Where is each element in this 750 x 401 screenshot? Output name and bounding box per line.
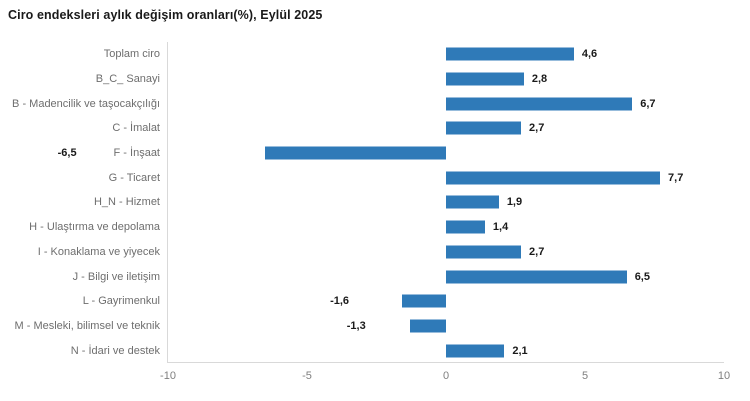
value-label: -1,3 bbox=[346, 319, 366, 332]
chart-title: Ciro endeksleri aylık değişim oranları(%… bbox=[8, 8, 323, 22]
bar-row: B_C_ Sanayi 2,8 bbox=[96, 67, 724, 92]
bar bbox=[446, 121, 522, 135]
bar-row: C - İmalat 2,7 bbox=[112, 116, 724, 141]
category-label: L - Gayrimenkul bbox=[82, 295, 160, 308]
bar-row: L - Gayrimenkul -1,6 bbox=[83, 289, 724, 314]
category-label: C - İmalat bbox=[112, 122, 160, 135]
bar-row: G - Ticaret 7,7 bbox=[109, 165, 724, 190]
bar-rows: Toplam ciro 4,6 B_C_ Sanayi 2,8 B - Madencil… bbox=[12, 42, 724, 363]
category-label: Toplam ciro bbox=[103, 48, 160, 61]
x-tick-label: 10 bbox=[717, 370, 731, 382]
bar bbox=[446, 97, 633, 111]
value-label: 2,1 bbox=[512, 344, 528, 357]
bar-row: H_N - Hizmet 1,9 bbox=[94, 190, 724, 215]
category-label: J - Bilgi ve iletişim bbox=[72, 270, 160, 283]
value-label: 4,6 bbox=[581, 48, 598, 61]
bar bbox=[265, 146, 446, 160]
category-label: F - İnşaat bbox=[113, 147, 160, 160]
value-label: -6,5 bbox=[57, 147, 77, 160]
bar bbox=[401, 294, 446, 308]
bar-row: J - Bilgi ve iletişim 6,5 bbox=[73, 264, 724, 289]
x-tick-label: -10 bbox=[160, 370, 176, 382]
bar bbox=[446, 220, 485, 234]
category-label: B - Madencilik ve taşocakçılığı bbox=[12, 97, 160, 110]
bar-row: B - Madencilik ve taşocakçılığı 6,7 bbox=[12, 91, 724, 116]
bar bbox=[446, 344, 505, 358]
plot-area: Toplam ciro 4,6 B_C_ Sanayi 2,8 B - Madencil… bbox=[12, 42, 730, 382]
value-label: 1,9 bbox=[506, 196, 523, 209]
category-label: N - İdari ve destek bbox=[70, 344, 160, 357]
bar bbox=[409, 319, 446, 333]
bar-row: Toplam ciro 4,6 bbox=[104, 42, 724, 67]
bar-row: H - Ulaştırma ve depolama 1,4 bbox=[29, 215, 724, 240]
value-label: 6,7 bbox=[640, 97, 656, 110]
bar bbox=[446, 270, 627, 284]
bar-row: M - Mesleki, bilimsel ve teknik -1,3 bbox=[15, 314, 724, 339]
bar bbox=[446, 72, 524, 86]
value-label: 2,7 bbox=[529, 122, 545, 135]
x-tick-label: -5 bbox=[302, 370, 312, 382]
bar bbox=[446, 171, 661, 185]
category-label: G - Ticaret bbox=[108, 171, 160, 184]
bar-row: I - Konaklama ve yiyecek 2,7 bbox=[38, 240, 724, 265]
bar-row: N - İdari ve destek 2,1 bbox=[71, 338, 724, 363]
value-label: 2,7 bbox=[529, 245, 545, 258]
value-label: 2,8 bbox=[531, 73, 548, 86]
value-label: 1,4 bbox=[492, 221, 509, 234]
bar bbox=[446, 195, 499, 209]
category-label: M - Mesleki, bilimsel ve teknik bbox=[14, 319, 160, 332]
value-label: 6,5 bbox=[634, 270, 650, 283]
category-label: I - Konaklama ve yiyecek bbox=[37, 245, 160, 258]
value-label: -1,6 bbox=[330, 295, 350, 308]
bar bbox=[446, 47, 574, 61]
category-label: H - Ulaştırma ve depolama bbox=[29, 221, 160, 234]
bar-row: F - İnşaat -6,5 bbox=[58, 141, 724, 166]
x-tick-label: 0 bbox=[442, 370, 450, 382]
value-label: 7,7 bbox=[668, 171, 684, 184]
bar bbox=[446, 245, 522, 259]
x-tick-label: 5 bbox=[581, 370, 589, 382]
category-label: H_N - Hizmet bbox=[93, 196, 160, 209]
category-label: B_C_ Sanayi bbox=[95, 73, 160, 86]
